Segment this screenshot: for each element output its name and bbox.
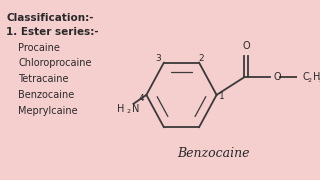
Text: 1. Ester series:-: 1. Ester series:-	[6, 27, 99, 37]
Text: N: N	[132, 104, 139, 114]
Text: C: C	[302, 72, 309, 82]
Text: Meprylcaine: Meprylcaine	[18, 106, 78, 116]
Text: Benzocaine: Benzocaine	[178, 147, 250, 160]
Text: Benzocaine: Benzocaine	[18, 90, 74, 100]
Text: 2: 2	[308, 78, 312, 83]
Text: 4: 4	[139, 94, 145, 103]
Text: 3: 3	[156, 54, 161, 63]
Text: O: O	[274, 72, 282, 82]
Text: Procaine: Procaine	[18, 43, 60, 53]
Text: 2: 2	[198, 54, 204, 63]
Text: Chloroprocaine: Chloroprocaine	[18, 58, 92, 69]
Text: Tetracaine: Tetracaine	[18, 74, 68, 84]
Text: 1: 1	[219, 92, 225, 101]
Text: H: H	[313, 72, 320, 82]
Text: 5: 5	[318, 78, 320, 83]
Text: Classification:-: Classification:-	[6, 13, 93, 23]
Text: H: H	[117, 104, 124, 114]
Text: 2: 2	[127, 109, 131, 114]
Text: O: O	[242, 41, 250, 51]
